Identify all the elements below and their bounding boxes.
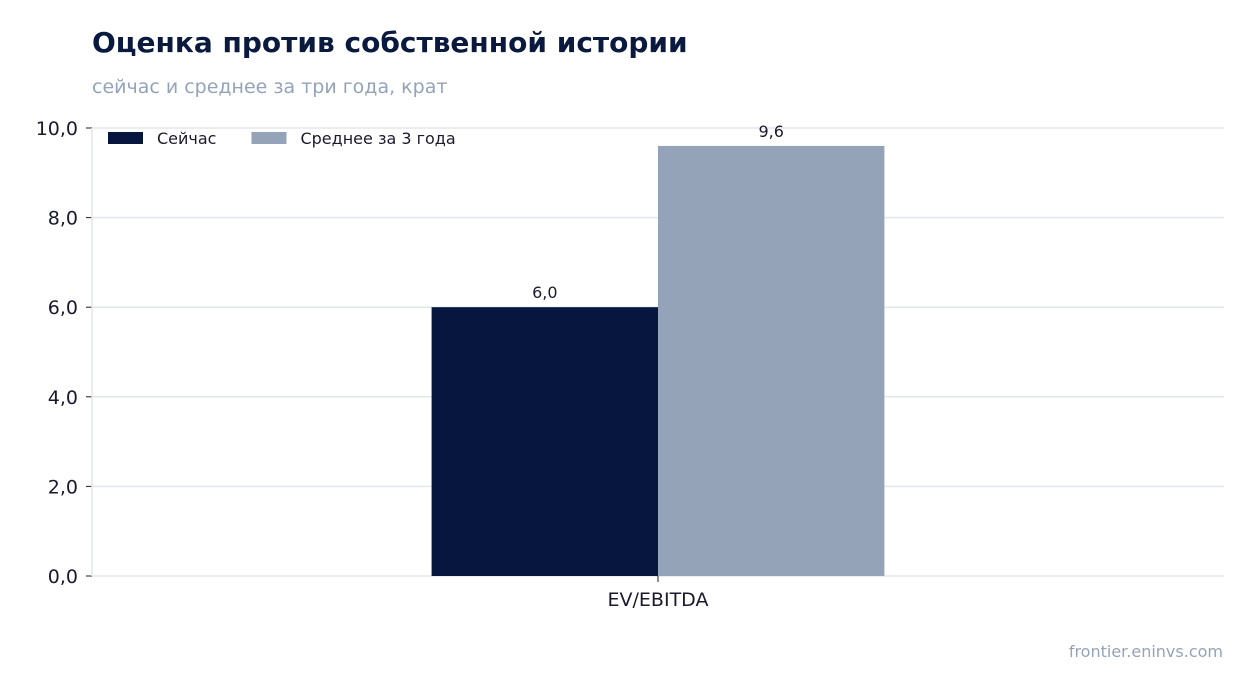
- legend-swatch: [251, 132, 287, 144]
- y-tick-label: 0,0: [48, 566, 78, 588]
- bar-value-label: 9,6: [758, 122, 783, 141]
- bar: [431, 307, 658, 576]
- legend-swatch: [108, 132, 143, 144]
- y-tick-label: 6,0: [48, 297, 78, 319]
- chart-title: Оценка против собственной истории: [92, 26, 688, 59]
- footer-source: frontier.eninvs.com: [1068, 642, 1223, 661]
- y-tick-label: 4,0: [48, 387, 78, 409]
- y-tick-label: 8,0: [48, 208, 78, 230]
- bar-value-label: 6,0: [532, 283, 557, 302]
- x-tick-label: EV/EBITDA: [608, 589, 709, 611]
- bars: [431, 145, 885, 577]
- chart-subtitle: сейчас и среднее за три года, крат: [92, 76, 448, 98]
- data-labels: 6,0 9,6: [532, 122, 784, 302]
- axes: 0,0 2,0 4,0 6,0 8,0 10,0 EV/EBITDA: [36, 118, 709, 611]
- bar: [658, 145, 885, 577]
- legend-label: Сейчас: [157, 129, 216, 148]
- y-tick-label: 10,0: [36, 118, 78, 140]
- legend: Сейчас Среднее за 3 года: [108, 129, 456, 148]
- legend-label: Среднее за 3 года: [300, 129, 455, 148]
- y-tick-label: 2,0: [48, 476, 78, 498]
